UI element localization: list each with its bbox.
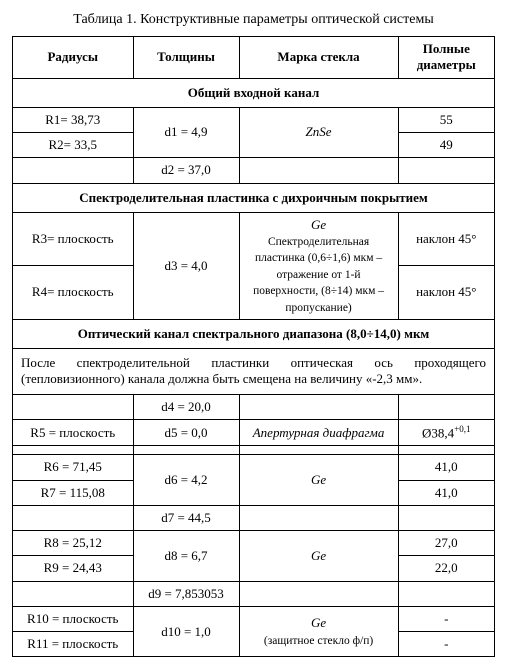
cell-g5: Апертурная диафрагма [239, 419, 398, 446]
cell-g10: Ge (защитное стекло ф/п) [239, 606, 398, 657]
cell-empty [13, 505, 134, 530]
cell-dia3a: наклон 45° [398, 212, 494, 266]
section-1: Общий входной канал [13, 78, 495, 107]
g10-desc: (защитное стекло ф/п) [264, 635, 373, 647]
cell-d4: d4 = 20,0 [133, 394, 239, 419]
cell-g1: ZnSe [239, 107, 398, 158]
section-3: Оптический канал спектрального диапазона… [13, 319, 495, 348]
cell-empty [239, 394, 398, 419]
cell-r11: R11 = плоскость [13, 632, 134, 657]
cell-dia8b: 22,0 [398, 556, 494, 581]
cell-d8: d8 = 6,7 [133, 531, 239, 582]
cell-g6: Ge [239, 455, 398, 506]
cell-d7: d7 = 44,5 [133, 505, 239, 530]
cell-r10: R10 = плоскость [13, 606, 134, 631]
hdr-radii: Радиусы [13, 37, 134, 79]
cell-r8: R8 = 25,12 [13, 531, 134, 556]
cell-d5: d5 = 0,0 [133, 419, 239, 446]
cell-d9: d9 = 7,853053 [133, 581, 239, 606]
cell-empty [239, 158, 398, 183]
cell-dia3b: наклон 45° [398, 266, 494, 320]
g3-material: Ge [311, 217, 326, 232]
cell-empty [398, 581, 494, 606]
cell-dia1b: 49 [398, 133, 494, 158]
cell-r6: R6 = 71,45 [13, 455, 134, 480]
cell-d1: d1 = 4,9 [133, 107, 239, 158]
table-caption: Таблица 1. Конструктивные параметры опти… [12, 12, 495, 28]
cell-empty [239, 505, 398, 530]
dia5-sup: +0,1 [454, 424, 470, 434]
cell-r4: R4= плоскость [13, 266, 134, 320]
cell-dia5: Ø38,4+0,1 [398, 419, 494, 446]
cell-dia10b: - [398, 632, 494, 657]
cell-empty [13, 581, 134, 606]
g3-desc: Спектроделительная пластинка (0,6÷1,6) м… [253, 236, 384, 314]
cell-dia6a: 41,0 [398, 455, 494, 480]
cell-d3: d3 = 4,0 [133, 212, 239, 319]
cell-d10: d10 = 1,0 [133, 606, 239, 657]
table-header-row: Радиусы Толщины Марка стекла Полные диам… [13, 37, 495, 79]
cell-d6: d6 = 4,2 [133, 455, 239, 506]
note-row: После спектроделительной пластинки оптич… [13, 349, 495, 395]
cell-r7: R7 = 115,08 [13, 480, 134, 505]
cell-empty [239, 581, 398, 606]
hdr-diam: Полные диаметры [398, 37, 494, 79]
cell-r5: R5 = плоскость [13, 419, 134, 446]
cell-d2: d2 = 37,0 [133, 158, 239, 183]
cell-dia10a: - [398, 606, 494, 631]
cell-g3: Ge Спектроделительная пластинка (0,6÷1,6… [239, 212, 398, 319]
cell-empty [13, 446, 134, 455]
cell-empty [13, 158, 134, 183]
dia5-main: Ø38,4 [422, 425, 454, 440]
cell-dia8a: 27,0 [398, 531, 494, 556]
optical-params-table: Радиусы Толщины Марка стекла Полные диам… [12, 36, 495, 657]
cell-empty [398, 505, 494, 530]
cell-g8: Ge [239, 531, 398, 582]
cell-empty [398, 394, 494, 419]
cell-empty [398, 446, 494, 455]
hdr-glass: Марка стекла [239, 37, 398, 79]
cell-r2: R2= 33,5 [13, 133, 134, 158]
cell-empty [133, 446, 239, 455]
cell-empty [239, 446, 398, 455]
cell-r3: R3= плоскость [13, 212, 134, 266]
g10-material: Ge [311, 615, 326, 630]
cell-dia1a: 55 [398, 107, 494, 132]
cell-r1: R1= 38,73 [13, 107, 134, 132]
cell-empty [398, 158, 494, 183]
section-2: Спектроделительная пластинка с дихроичны… [13, 183, 495, 212]
cell-r9: R9 = 24,43 [13, 556, 134, 581]
cell-dia6b: 41,0 [398, 480, 494, 505]
cell-empty [13, 394, 134, 419]
hdr-thick: Толщины [133, 37, 239, 79]
